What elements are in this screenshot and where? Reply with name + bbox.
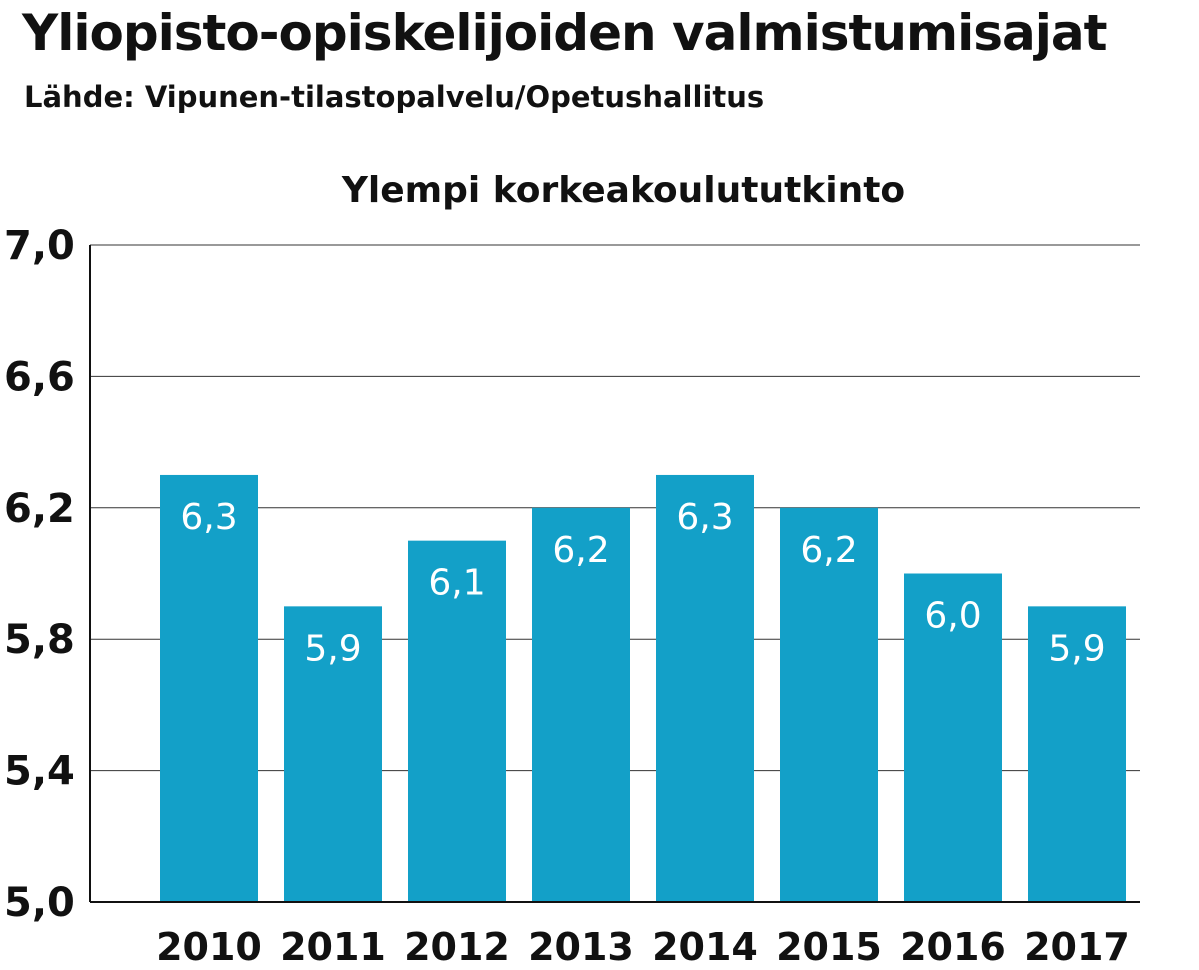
data-label: 6,2 — [552, 530, 609, 571]
bar — [656, 474, 754, 902]
y-tick-label: 6,2 — [4, 486, 75, 532]
data-label: 5,9 — [304, 628, 361, 669]
x-tick-label: 2016 — [900, 925, 1006, 969]
x-tick-label: 2017 — [1024, 925, 1130, 969]
y-tick-label: 6,6 — [4, 354, 75, 400]
chart-subtitle: Ylempi korkeakoulututkinto — [341, 170, 906, 211]
data-label: 6,2 — [800, 530, 857, 571]
data-label: 6,3 — [180, 497, 237, 538]
x-tick-label: 2011 — [280, 925, 386, 969]
data-label: 6,1 — [428, 563, 485, 604]
data-label: 6,0 — [924, 596, 981, 637]
y-tick-label: 5,0 — [4, 880, 75, 926]
x-tick-label: 2012 — [404, 925, 510, 969]
x-tick-label: 2013 — [528, 925, 634, 969]
x-tick-label: 2014 — [652, 925, 758, 969]
chart-source: Lähde: Vipunen-tilastopalvelu/Opetushall… — [24, 80, 765, 114]
chart-main-title: Yliopisto-opiskelijoiden valmistumisajat — [22, 4, 1107, 62]
bar — [780, 507, 878, 902]
data-label: 6,3 — [676, 497, 733, 538]
x-tick-label: 2015 — [776, 925, 882, 969]
x-tick-label: 2010 — [156, 925, 262, 969]
bar — [904, 573, 1002, 902]
bar — [284, 606, 382, 902]
y-tick-label: 7,0 — [4, 223, 75, 269]
bar — [408, 540, 506, 902]
bar — [532, 507, 630, 902]
bar — [1028, 606, 1126, 902]
data-label: 5,9 — [1048, 628, 1105, 669]
y-tick-label: 5,4 — [4, 749, 75, 795]
bar — [160, 474, 258, 902]
y-tick-label: 5,8 — [4, 617, 75, 663]
